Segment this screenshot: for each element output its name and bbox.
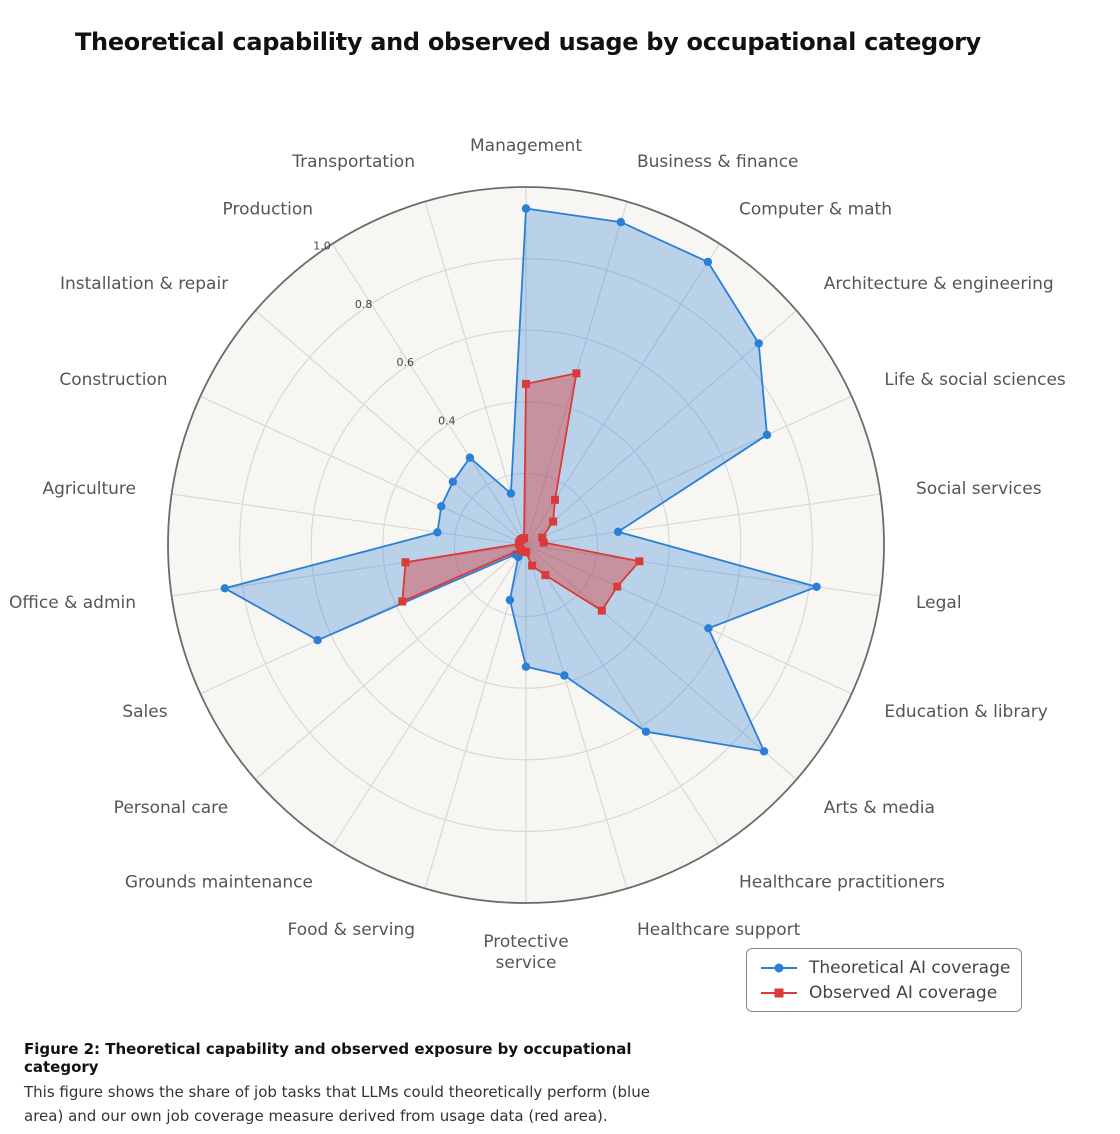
- data-point-theoretical: [220, 584, 229, 593]
- category-label: Transportation: [291, 152, 415, 172]
- category-label: Healthcare support: [637, 920, 801, 940]
- data-point-theoretical: [754, 339, 763, 348]
- grid-spoke: [525, 310, 797, 546]
- data-point-theoretical: [506, 489, 516, 498]
- data-point-observed: [539, 538, 548, 547]
- data-point-observed: [551, 495, 559, 504]
- category-label: Construction: [59, 370, 167, 390]
- radial-tick-label: 0.4: [438, 414, 456, 427]
- data-point-theoretical: [465, 453, 475, 462]
- category-label: Agriculture: [43, 479, 137, 499]
- data-point-theoretical: [613, 527, 623, 536]
- grid-spoke: [525, 493, 881, 546]
- data-point-theoretical: [704, 624, 713, 633]
- grid-spoke: [424, 201, 527, 546]
- grid-spoke: [255, 310, 527, 546]
- category-label: Business & finance: [637, 152, 799, 172]
- data-point-observed: [597, 606, 606, 615]
- grid-spoke: [331, 544, 527, 847]
- category-label: Legal: [916, 593, 962, 613]
- data-point-theoretical: [521, 204, 531, 213]
- data-point-observed: [572, 369, 581, 378]
- data-point-observed: [635, 557, 644, 566]
- data-point-theoretical: [313, 636, 322, 645]
- grid-spoke: [525, 544, 628, 889]
- data-point-theoretical: [437, 502, 446, 511]
- grid-spoke: [171, 493, 527, 546]
- category-label: Management: [470, 136, 582, 156]
- radial-tick-label: 0.8: [355, 298, 373, 311]
- legend-marker-observed: [761, 988, 797, 998]
- category-label: Production: [223, 200, 313, 220]
- legend-marker-theoretical: [761, 963, 797, 973]
- grid-spoke: [525, 243, 721, 546]
- data-point-observed: [398, 597, 407, 606]
- data-point-theoretical: [433, 528, 442, 537]
- figure-caption: Figure 2: Theoretical capability and obs…: [24, 1040, 684, 1128]
- data-point-theoretical: [521, 662, 531, 671]
- data-point-theoretical: [759, 747, 769, 756]
- data-point-theoretical: [616, 217, 625, 227]
- data-point-observed: [528, 561, 537, 570]
- legend-label-theoretical: Theoretical AI coverage: [809, 958, 1011, 978]
- data-point-theoretical: [812, 582, 821, 591]
- category-label: Grounds maintenance: [125, 873, 313, 893]
- data-point-theoretical: [560, 671, 569, 680]
- grid-spoke: [200, 544, 527, 695]
- grid-spoke: [331, 243, 527, 546]
- category-label: Education & library: [884, 702, 1047, 722]
- category-label: Arts & media: [824, 798, 935, 818]
- data-point-observed: [520, 534, 528, 543]
- data-point-observed: [401, 558, 410, 567]
- category-label: Architecture & engineering: [824, 274, 1054, 294]
- data-point-theoretical: [641, 727, 651, 736]
- legend-label-observed: Observed AI coverage: [809, 983, 998, 1003]
- legend-item-theoretical: Theoretical AI coverage: [759, 956, 1010, 980]
- category-label: Computer & math: [739, 200, 892, 220]
- category-label: Office & admin: [9, 593, 136, 613]
- category-label: Protective service: [483, 932, 568, 973]
- category-label: Healthcare practitioners: [739, 873, 945, 893]
- category-label: Personal care: [114, 798, 229, 818]
- category-label: Life & social sciences: [884, 370, 1066, 390]
- data-point-theoretical: [448, 477, 458, 486]
- grid-spoke: [525, 544, 797, 780]
- data-point-observed: [522, 379, 530, 388]
- data-point-observed: [549, 517, 558, 526]
- grid-spoke: [525, 544, 721, 847]
- grid-spoke: [525, 544, 881, 597]
- caption-body: This figure shows the share of job tasks…: [24, 1083, 650, 1125]
- data-point-observed: [541, 571, 550, 580]
- category-label: Sales: [122, 702, 167, 722]
- data-point-theoretical: [762, 430, 772, 440]
- radial-tick-label: 0.6: [396, 356, 414, 369]
- data-point-theoretical: [505, 595, 515, 605]
- grid-spoke: [200, 395, 527, 546]
- category-label: Food & serving: [288, 920, 415, 940]
- category-label: Installation & repair: [60, 274, 228, 294]
- grid-spoke: [255, 544, 527, 780]
- chart-legend: Theoretical AI coverage Observed AI cove…: [746, 948, 1022, 1012]
- radial-tick-label: 1.0: [313, 240, 331, 253]
- data-point-observed: [538, 533, 547, 542]
- data-point-observed: [613, 582, 622, 591]
- grid-spoke: [525, 544, 852, 695]
- legend-item-observed: Observed AI coverage: [759, 981, 997, 1005]
- caption-title: Figure 2: Theoretical capability and obs…: [24, 1040, 632, 1076]
- category-label: Social services: [916, 479, 1042, 499]
- outer-ring: [167, 186, 885, 904]
- data-point-observed: [516, 545, 525, 554]
- chart-title: Theoretical capability and observed usag…: [74, 28, 982, 56]
- grid-spoke: [525, 395, 852, 546]
- data-point-theoretical: [703, 257, 713, 267]
